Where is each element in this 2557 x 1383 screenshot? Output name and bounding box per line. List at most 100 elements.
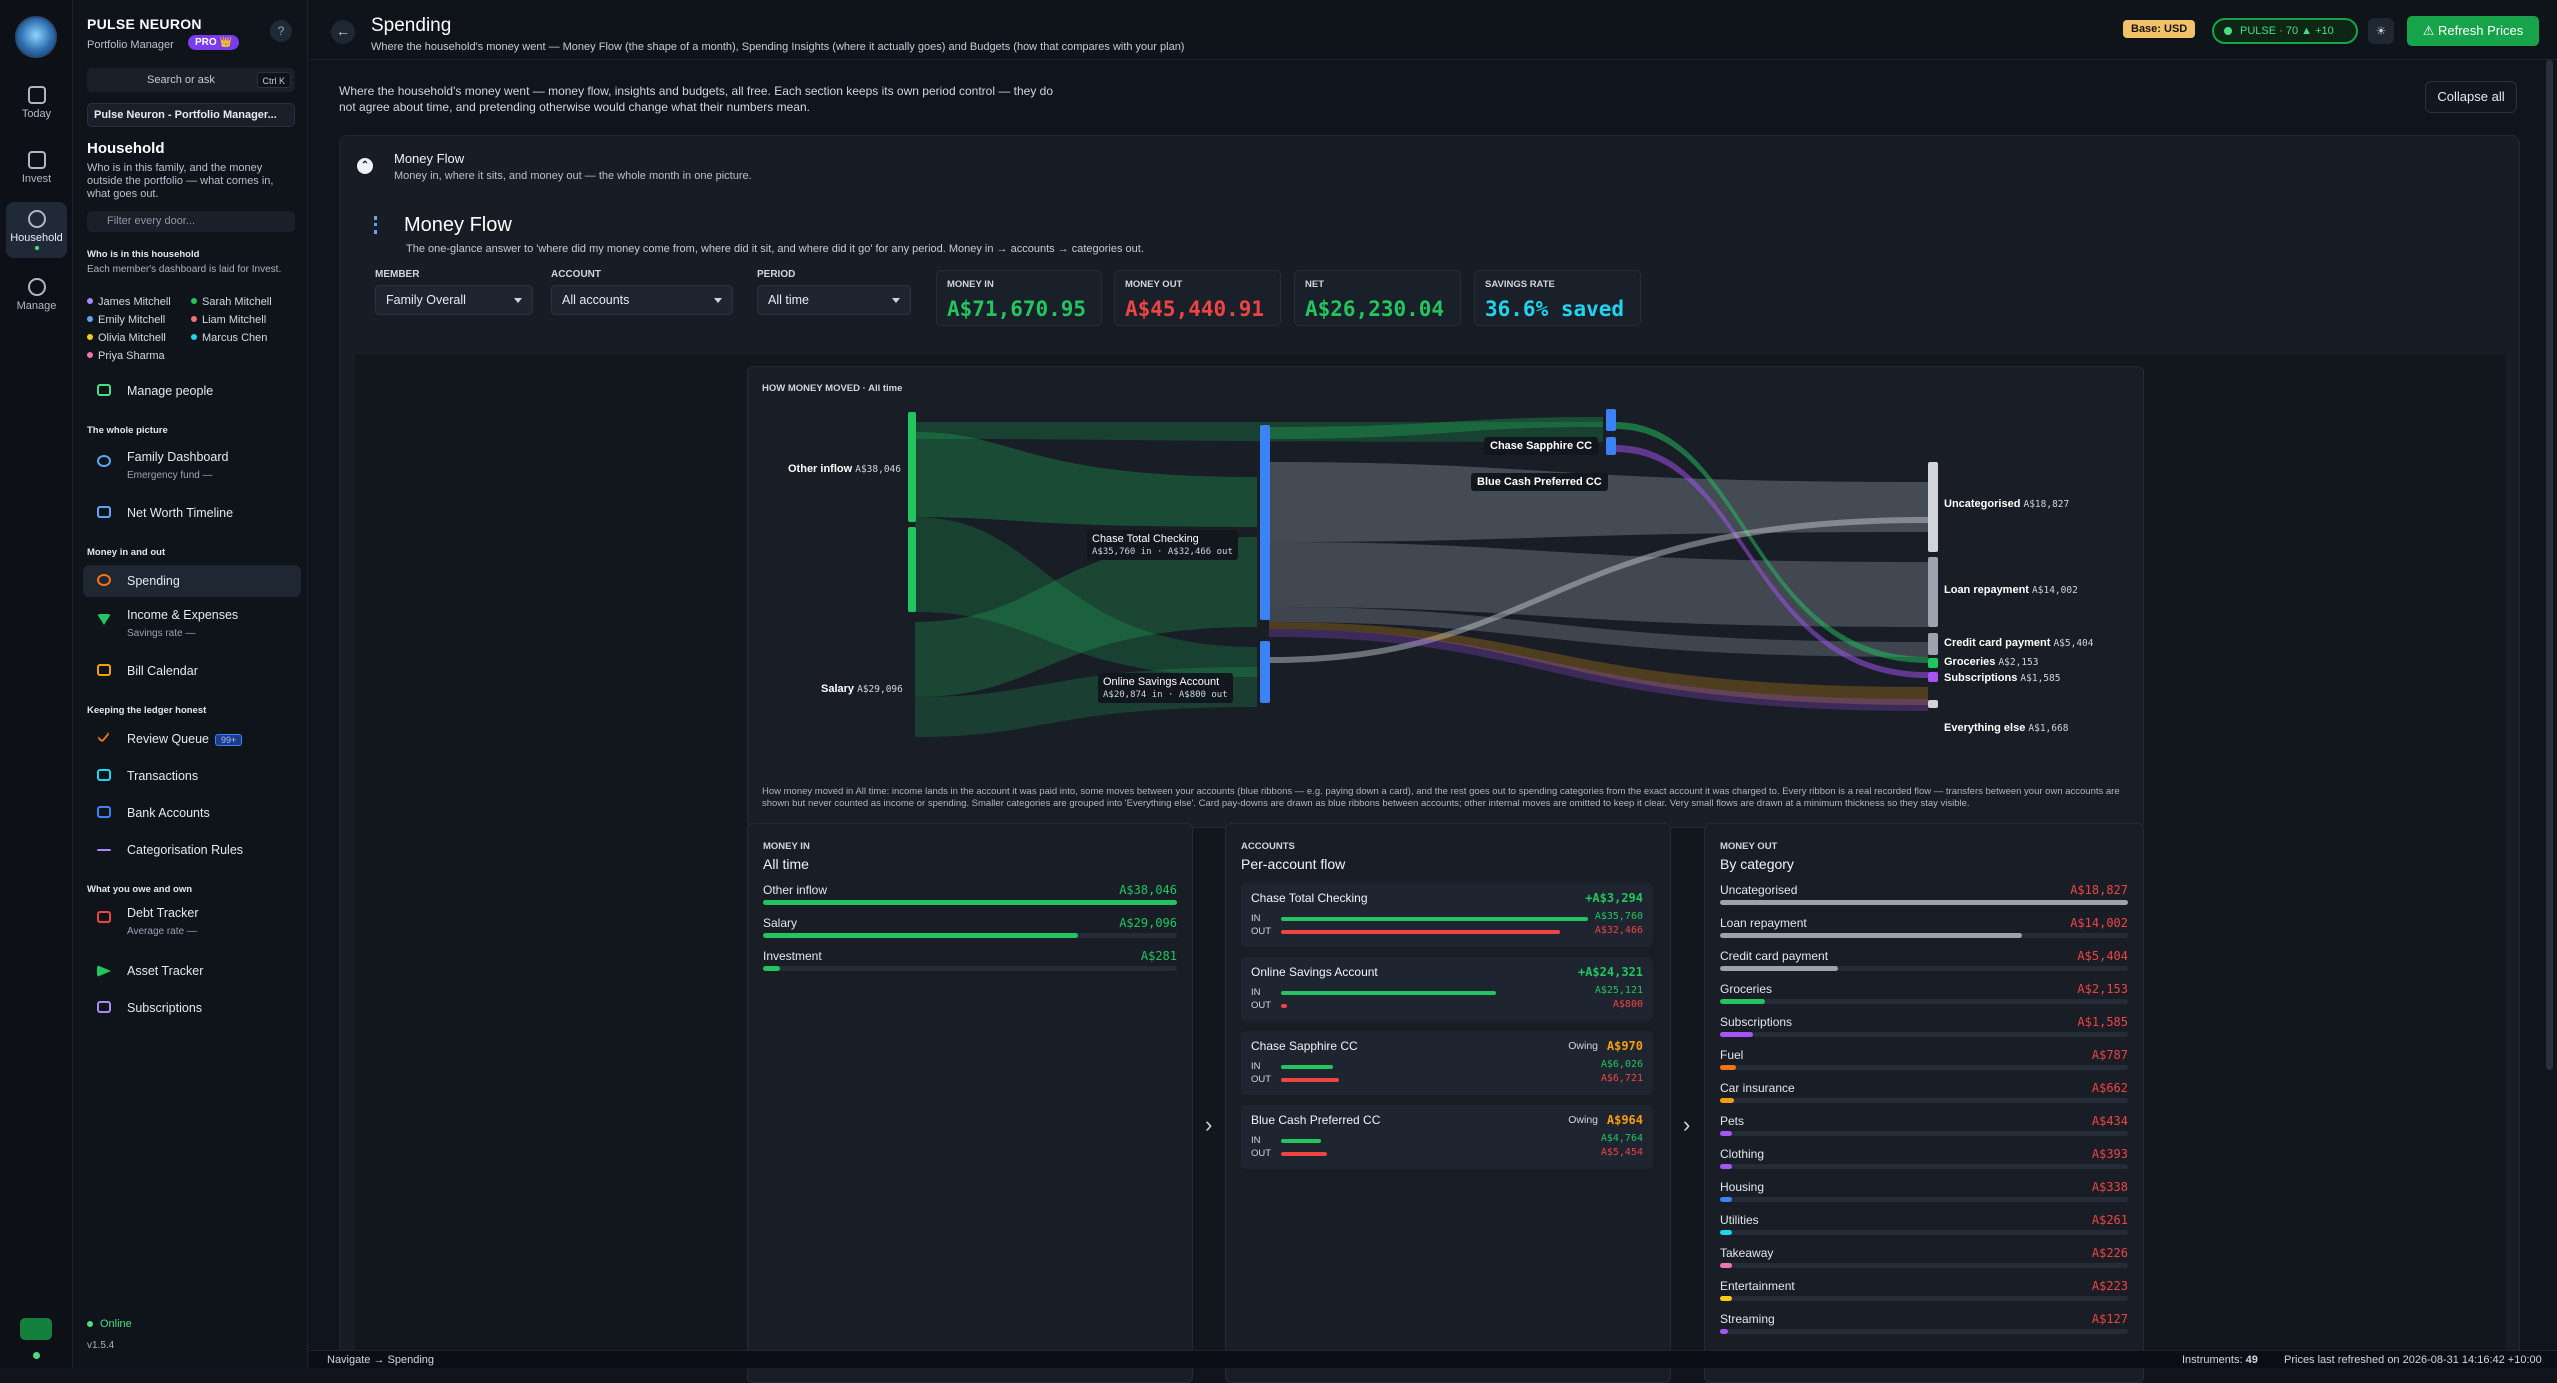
row-track: [1720, 1197, 2128, 1202]
row-label: Groceries: [1720, 982, 1773, 996]
filter-input[interactable]: Filter every door...: [87, 211, 295, 232]
brand-name: PULSE NEURON: [87, 16, 202, 32]
nav-bank-accounts[interactable]: Bank Accounts: [83, 797, 301, 829]
row-track: [1720, 966, 2128, 971]
help-button[interactable]: ?: [270, 20, 292, 42]
nav-manage-people[interactable]: Manage people: [83, 375, 301, 407]
member-james[interactable]: James Mitchell: [87, 296, 171, 308]
accounts-card: ACCOUNTS Per-account flow Chase Total Ch…: [1225, 823, 1671, 1383]
member-sarah[interactable]: Sarah Mitchell: [191, 296, 272, 308]
member-priya[interactable]: Priya Sharma: [87, 350, 165, 362]
money-out-row[interactable]: Subscriptions A$1,585: [1720, 1015, 2128, 1045]
sidebar: PULSE NEURON Portfolio Manager PRO 👑 ? S…: [74, 0, 308, 1368]
money-out-row[interactable]: Entertainment A$223: [1720, 1279, 2128, 1309]
owing-label: Owing: [1568, 1114, 1598, 1126]
workspace-select[interactable]: Pulse Neuron - Portfolio Manager...: [87, 103, 295, 127]
chevron-right-icon[interactable]: ›: [1683, 1112, 1691, 1137]
label-bluecash: Blue Cash Preferred CC: [1471, 473, 1608, 491]
row-value: A$393: [2091, 1147, 2128, 1161]
nav-asset-tracker[interactable]: Asset Tracker: [83, 955, 301, 987]
member-liam[interactable]: Liam Mitchell: [191, 314, 266, 326]
search-input[interactable]: Search or ask Ctrl K: [87, 68, 295, 92]
calendar-icon: [97, 664, 111, 676]
money-out-row[interactable]: Credit card payment A$5,404: [1720, 949, 2128, 979]
money-out-row[interactable]: Groceries A$2,153: [1720, 982, 2128, 1012]
money-out-row[interactable]: Pets A$434: [1720, 1114, 2128, 1144]
account-net: +A$24,321: [1577, 965, 1643, 979]
out-bar: [1281, 930, 1561, 934]
money-in-row[interactable]: Salary A$29,096: [763, 916, 1177, 946]
member-marcus[interactable]: Marcus Chen: [191, 332, 267, 344]
account-net: A$964: [1606, 1113, 1643, 1127]
account-name: Online Savings Account: [1251, 965, 1378, 979]
row-label: Car insurance: [1720, 1081, 1795, 1095]
account-flow-item[interactable]: Online Savings Account +A$24,321 IN OUT A$25…: [1241, 957, 1653, 1021]
page-scrollbar[interactable]: [2546, 60, 2553, 1070]
nav-review-queue[interactable]: Review Queue 99+: [83, 723, 301, 755]
nav-subscriptions[interactable]: Subscriptions: [83, 992, 301, 1024]
row-label: Loan repayment: [1720, 916, 1807, 930]
collapse-all-button[interactable]: Collapse all: [2425, 81, 2517, 113]
rail-today[interactable]: Today: [6, 78, 67, 130]
row-fill: [1720, 1164, 1733, 1169]
money-out-row[interactable]: Takeaway A$226: [1720, 1246, 2128, 1276]
nav-debt-tracker[interactable]: Debt Tracker Average rate —: [83, 902, 301, 942]
brain-logo-icon[interactable]: [15, 16, 57, 58]
nav-income-expenses[interactable]: Income & Expenses Savings rate —: [83, 604, 301, 644]
node-other-inflow: [908, 412, 916, 522]
account-select[interactable]: All accounts: [551, 285, 733, 315]
member-olivia[interactable]: Olivia Mitchell: [87, 332, 166, 344]
row-label: Salary: [763, 916, 798, 930]
nav-net-worth[interactable]: Net Worth Timeline: [83, 497, 301, 529]
money-out-row[interactable]: Loan repayment A$14,002: [1720, 916, 2128, 946]
money-out-row[interactable]: Car insurance A$662: [1720, 1081, 2128, 1111]
money-out-row[interactable]: Housing A$338: [1720, 1180, 2128, 1210]
chevron-up-icon[interactable]: ⌃: [357, 158, 373, 174]
whole-picture-title: The whole picture: [87, 425, 168, 436]
money-out-row[interactable]: Clothing A$393: [1720, 1147, 2128, 1177]
rail-invest[interactable]: Invest: [6, 143, 67, 195]
member-select[interactable]: Family Overall: [375, 285, 533, 315]
nav-transactions[interactable]: Transactions: [83, 760, 301, 792]
ribbon-checking-to-sapphire: [1269, 417, 1603, 439]
section-title[interactable]: Money Flow: [394, 151, 465, 166]
nav-spending[interactable]: Spending: [83, 565, 301, 597]
account-flow-item[interactable]: Chase Total Checking +A$3,294 IN OUT A$35,76…: [1241, 883, 1653, 947]
sankey-diagram: [908, 409, 1938, 737]
money-out-row[interactable]: Fuel A$787: [1720, 1048, 2128, 1078]
ribbon-other-to-checking: [915, 432, 1257, 527]
rail-household[interactable]: Household: [6, 202, 67, 258]
chevron-right-icon[interactable]: ›: [1205, 1112, 1213, 1137]
nav-bill-calendar[interactable]: Bill Calendar: [83, 655, 301, 687]
in-value: A$4,764: [1600, 1133, 1643, 1144]
pulse-score-pill[interactable]: PULSE · 70 ▲ +10: [2212, 18, 2358, 44]
monitor-icon[interactable]: [20, 1318, 52, 1340]
row-label: Uncategorised: [1720, 883, 1798, 897]
money-out-row[interactable]: Uncategorised A$18,827: [1720, 883, 2128, 913]
money-out-row[interactable]: Streaming A$127: [1720, 1312, 2128, 1342]
money-in-row[interactable]: Other inflow A$38,046: [763, 883, 1177, 913]
ribbon-other-to-savings: [915, 517, 1257, 677]
rail-manage[interactable]: Manage: [6, 270, 67, 322]
account-flow-item[interactable]: Chase Sapphire CC A$970 Owing IN OUT A$6,026 A…: [1241, 1031, 1653, 1095]
member-emily[interactable]: Emily Mitchell: [87, 314, 165, 326]
row-track: [1720, 1164, 2128, 1169]
accounts-title: Per-account flow: [1241, 856, 1346, 872]
app-version: v1.5.4: [87, 1340, 115, 1351]
period-select[interactable]: All time: [757, 285, 911, 315]
nav-categorisation-rules[interactable]: Categorisation Rules: [83, 834, 301, 866]
row-label: Takeaway: [1720, 1246, 1774, 1260]
account-name: Blue Cash Preferred CC: [1251, 1113, 1381, 1127]
row-fill: [1720, 1131, 1733, 1136]
back-button[interactable]: ←: [331, 20, 355, 44]
money-out-row[interactable]: Utilities A$261: [1720, 1213, 2128, 1243]
refresh-prices-button[interactable]: ⚠ Refresh Prices: [2407, 16, 2539, 46]
pulse-dot: [2224, 27, 2232, 35]
account-flow-item[interactable]: Blue Cash Preferred CC A$964 Owing IN OUT A$4…: [1241, 1105, 1653, 1169]
list-icon: [374, 216, 394, 234]
nav-family-dashboard[interactable]: Family Dashboard Emergency fund —: [83, 446, 301, 486]
money-out-card: MONEY OUT By category Uncategorised A$18,…: [1704, 823, 2144, 1383]
money-in-row[interactable]: Investment A$281: [763, 949, 1177, 979]
theme-toggle-icon[interactable]: ☀: [2368, 18, 2394, 44]
base-currency-badge[interactable]: Base: USD: [2123, 20, 2196, 38]
